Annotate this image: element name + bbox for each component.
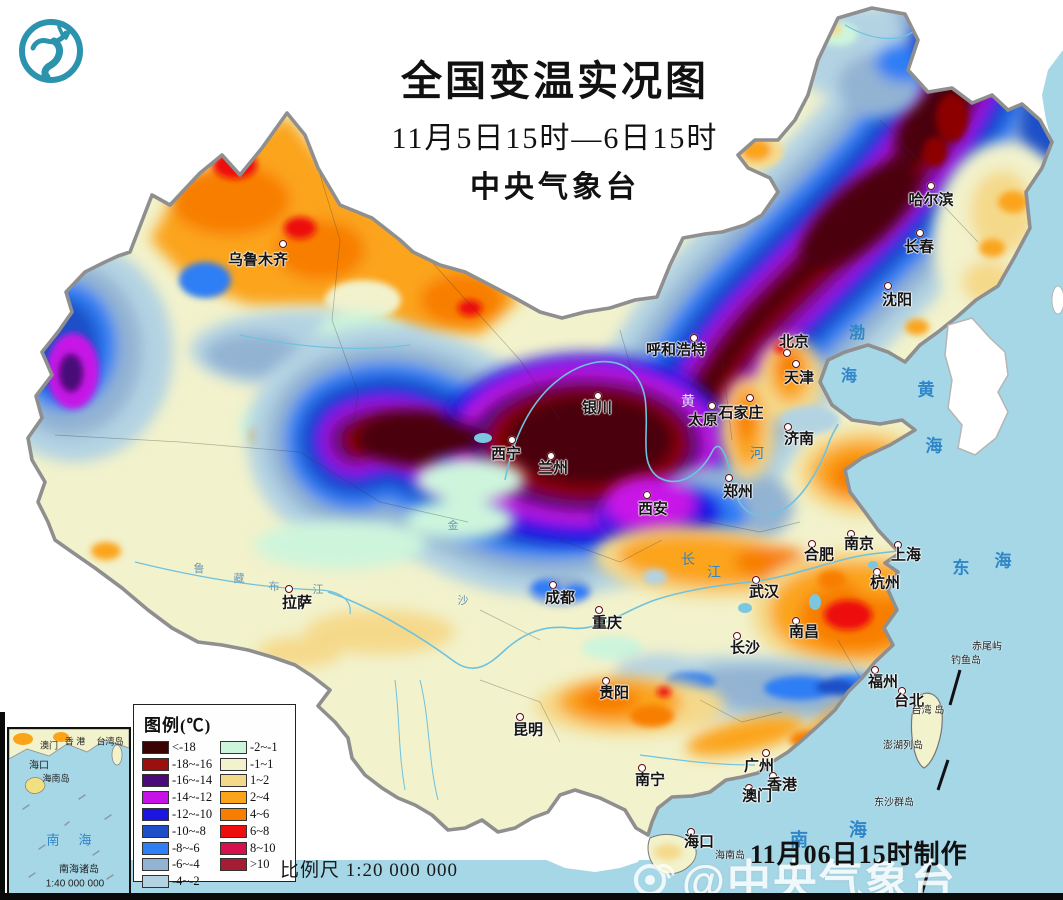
legend-item: 2~4 xyxy=(220,789,278,806)
legend-swatch xyxy=(220,858,247,872)
legend-swatch xyxy=(142,875,169,889)
legend-title: 图例(℃) xyxy=(144,716,212,735)
legend-range-label: -1~1 xyxy=(250,756,274,771)
legend-range-label: -6~-4 xyxy=(172,857,200,872)
production-time: 11月06日15时制作 xyxy=(750,840,968,869)
inset-map-graphic xyxy=(9,729,129,893)
legend-item: -2~-1 xyxy=(220,739,278,756)
legend-swatch xyxy=(142,824,169,838)
legend-item: -6~-4 xyxy=(142,857,220,874)
legend-range-label: <-18 xyxy=(172,739,196,754)
legend-item: -18~-16 xyxy=(142,756,220,773)
legend-swatch xyxy=(220,841,247,855)
legend-swatch xyxy=(142,791,169,805)
valid-time-range: 11月5日15时—6日15时 xyxy=(391,122,719,156)
legend-range-label: -16~-14 xyxy=(172,773,213,788)
boundary-dashes xyxy=(920,669,962,894)
legend-item: 1~2 xyxy=(220,773,278,790)
legend-item: <-18 xyxy=(142,739,220,756)
legend-range-label: -18~-16 xyxy=(172,756,213,771)
legend-item: 4~6 xyxy=(220,806,278,823)
legend-column-1: <-18 -18~-16 -16~-14 -14~-12 -12~-10 -10~-8 -8… xyxy=(142,739,220,890)
agency-name: 中央气象台 xyxy=(470,171,640,205)
left-frame-bar xyxy=(0,712,5,900)
legend-range-label: >10 xyxy=(250,857,270,872)
inset-label: 澳门 xyxy=(39,740,59,751)
legend-range-label: 6~8 xyxy=(250,823,270,838)
china-border xyxy=(26,6,1054,837)
inset-label: 1:40 000 000 xyxy=(45,878,105,890)
legend-swatch xyxy=(220,808,247,822)
inset-label: 台湾岛 xyxy=(96,736,124,747)
south-china-sea-inset: 澳门香 港台湾岛海口 海南岛南 海南海诸岛 1:40 000 000 xyxy=(7,727,131,895)
legend-swatch xyxy=(142,757,169,771)
legend-range-label: 8~10 xyxy=(250,840,276,855)
weibo-watermark: @中央气象台 xyxy=(630,845,957,900)
legend-item: 8~10 xyxy=(220,840,278,857)
legend-range-label: 4~6 xyxy=(250,807,270,822)
legend-swatch xyxy=(142,808,169,822)
legend-item: -12~-10 xyxy=(142,806,220,823)
legend-swatch xyxy=(220,774,247,788)
legend-item: -1~1 xyxy=(220,756,278,773)
legend-swatch xyxy=(142,841,169,855)
legend-item: -14~-12 xyxy=(142,789,220,806)
taiwan-island xyxy=(910,692,943,769)
legend-swatch xyxy=(220,757,247,771)
inset-label: 南 xyxy=(46,832,60,848)
legend-item: -8~-6 xyxy=(142,840,220,857)
inset-label: 南海诸岛 xyxy=(59,864,99,876)
legend-item: -10~-8 xyxy=(142,823,220,840)
cma-dragon-logo xyxy=(19,19,83,83)
legend-range-label: -10~-8 xyxy=(172,823,206,838)
legend-item: -4~-2 xyxy=(142,873,220,890)
legend-swatch xyxy=(220,740,247,754)
legend-range-label: 2~4 xyxy=(250,790,270,805)
legend-range-label: -14~-12 xyxy=(172,790,213,805)
inset-label: 海口 xyxy=(29,760,49,772)
legend-swatch xyxy=(142,774,169,788)
watermark-text: @中央气象台 xyxy=(682,857,957,900)
korea-land xyxy=(944,317,1009,456)
legend-range-label: -2~-1 xyxy=(250,739,278,754)
hainan-warm-spot xyxy=(654,844,682,860)
map-scale-label: 比例尺 1:20 000 000 xyxy=(280,860,459,881)
legend-range-label: -4~-2 xyxy=(172,874,200,889)
page-title: 全国变温实况图 xyxy=(401,58,709,104)
japan-islet xyxy=(1051,285,1063,315)
province-borders xyxy=(54,119,979,743)
legend-range-label: 1~2 xyxy=(250,773,270,788)
inset-label: 海 xyxy=(78,832,92,848)
legend-item: 6~8 xyxy=(220,823,278,840)
bottom-frame-bar xyxy=(0,893,1063,900)
legend-item: -16~-14 xyxy=(142,773,220,790)
inset-label: 香 港 xyxy=(64,736,86,747)
inset-label: 海南岛 xyxy=(42,773,70,784)
legend-column-2: -2~-1 -1~1 1~2 2~4 4~6 6~8 8~10 >10 xyxy=(220,739,278,890)
title-block: 全国变温实况图 11月5日15时—6日15时 中央气象台 xyxy=(300,58,810,206)
legend-box: 图例(℃) <-18 -18~-16 -16~-14 -14~-12 -12~-10 -1… xyxy=(133,704,296,889)
legend-swatch xyxy=(220,824,247,838)
legend-swatch xyxy=(142,858,169,872)
legend-item: >10 xyxy=(220,857,278,874)
legend-range-label: -12~-10 xyxy=(172,807,213,822)
lakes xyxy=(474,433,878,613)
legend-swatch xyxy=(220,791,247,805)
legend-range-label: -8~-6 xyxy=(172,840,200,855)
rivers xyxy=(134,24,919,801)
legend-swatch xyxy=(142,740,169,754)
